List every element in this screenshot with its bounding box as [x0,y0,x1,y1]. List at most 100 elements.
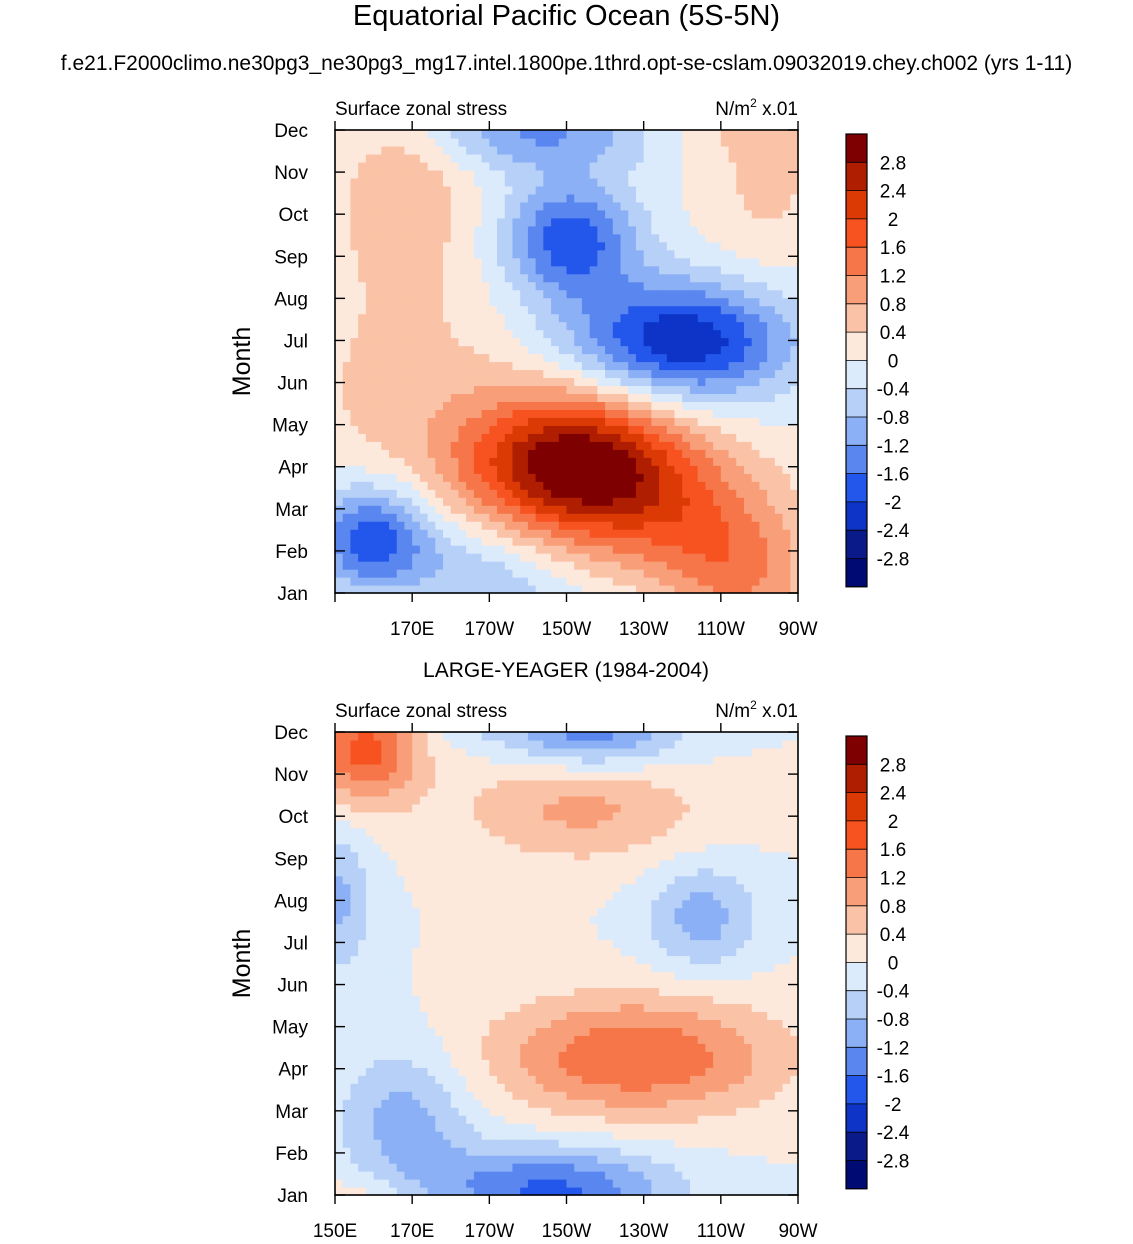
contour-cell [365,233,375,243]
contour-cell [736,473,745,482]
contour-cell [689,1107,699,1116]
contour-cell [651,281,660,291]
contour-cell [412,337,421,347]
contour-cell [335,577,344,586]
contour-cell [535,273,544,283]
contour-cell [759,545,768,554]
contour-cell [535,233,544,243]
contour-cell [450,417,460,426]
contour-cell [767,353,776,363]
contour-cell [543,1075,552,1084]
contour-cell [396,1027,406,1036]
contour-cell [543,337,552,347]
contour-cell [720,1019,730,1028]
contour-cell [381,233,390,243]
contour-cell [558,1155,568,1164]
contour-cell [527,1043,537,1052]
contour-cell [759,177,768,187]
contour-cell [358,289,367,299]
contour-cell [620,137,629,147]
contour-cell [381,273,390,283]
contour-cell [481,337,490,347]
contour-cell [365,1091,375,1100]
contour-cell [790,425,799,434]
contour-cell [651,1075,660,1084]
contour-cell [520,161,529,171]
contour-cell [450,130,460,139]
contour-cell [736,537,745,546]
contour-cell [427,545,436,554]
contour-cell [659,1179,668,1188]
contour-cell [558,1075,568,1084]
contour-cell [574,441,583,450]
contour-cell [612,529,622,538]
contour-cell [404,1003,413,1012]
colorbar-label: 2 [888,210,899,231]
contour-cell [342,281,352,291]
contour-cell [612,465,622,474]
contour-cell [774,409,784,418]
contour-cell [551,137,560,147]
contour-cell [512,225,521,235]
contour-cell [612,1011,622,1020]
contour-cell [643,233,652,243]
y-axis-title: Month [228,327,256,396]
contour-cell [689,1019,699,1028]
contour-cell [543,369,552,379]
contour-cell [597,425,606,434]
contour-cell [666,553,676,562]
contour-cell [705,353,714,363]
contour-cell [473,273,483,283]
contour-cell [767,145,776,155]
contour-cell [713,537,722,546]
contour-cell [527,281,537,291]
contour-cell [520,473,529,482]
contour-cell [790,137,799,147]
contour-cell [335,241,344,251]
contour-cell [373,345,382,355]
contour-cell [497,161,506,171]
contour-cell [620,193,629,203]
contour-cell [628,345,637,355]
contour-cell [736,257,745,267]
contour-cell [790,449,799,458]
contour-cell [574,1179,583,1188]
contour-cell [527,385,537,395]
contour-cell [605,241,614,251]
contour-cell [674,1043,683,1052]
contour-cell [743,521,753,530]
contour-cell [659,377,668,387]
contour-cell [581,1099,591,1108]
contour-cell [589,505,598,514]
contour-cell [358,513,367,522]
contour-cell [581,209,591,219]
contour-cell [651,1067,660,1076]
contour-cell [728,241,737,251]
contour-cell [589,1083,598,1092]
contour-cell [643,153,652,163]
contour-cell [736,1147,745,1156]
contour-cell [435,289,444,299]
contour-cell [551,497,560,506]
contour-cell [666,1027,676,1036]
contour-cell [412,1171,421,1180]
contour-cell [481,1003,490,1012]
contour-cell [705,1155,714,1164]
contour-cell [635,1139,645,1148]
contour-cell [782,161,791,171]
contour-cell [466,425,475,434]
contour-cell [389,1091,398,1100]
contour-cell [651,329,660,339]
contour-cell [751,265,761,275]
contour-cell [512,169,521,179]
contour-cell [558,1027,568,1036]
contour-cell [504,209,514,219]
contour-cell [373,177,382,187]
contour-cell [466,569,475,578]
contour-cell [435,529,444,538]
contour-cell [419,329,429,339]
contour-cell [404,449,413,458]
contour-cell [443,257,452,267]
contour-cell [458,161,467,171]
contour-cell [443,297,452,307]
